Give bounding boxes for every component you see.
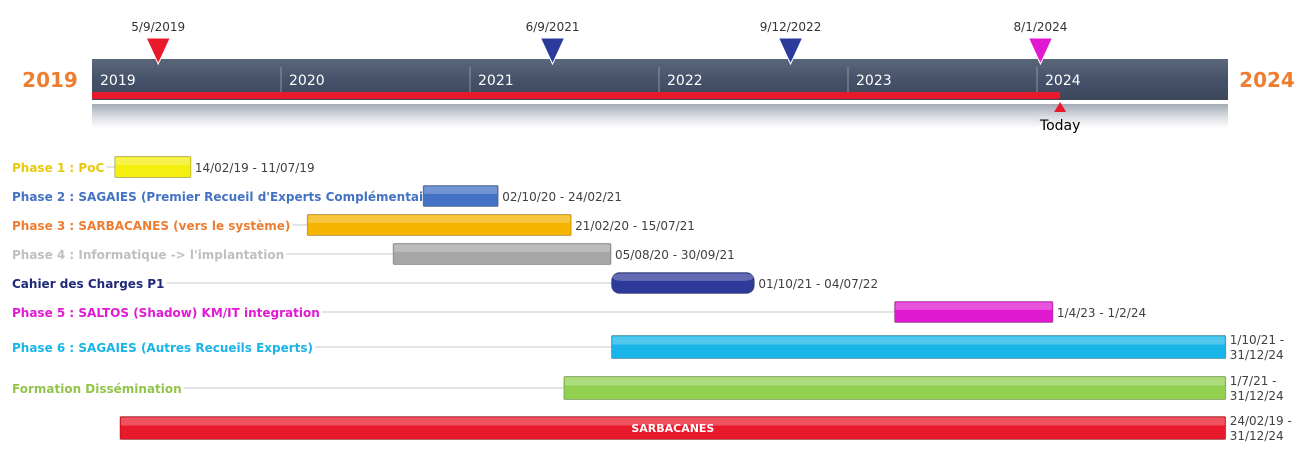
task-bar-highlight: [424, 186, 498, 194]
task-date-label: 05/08/20 - 30/09/21: [615, 248, 735, 262]
progress-bar: [92, 92, 1061, 99]
task-date-label: 21/02/20 - 15/07/21: [575, 219, 695, 233]
task-label: Phase 4 : Informatique -> l'implantation: [12, 248, 284, 262]
task-bar-highlight: [564, 377, 1225, 386]
task-bar: [114, 156, 192, 178]
task-bar-highlight: [612, 273, 754, 281]
milestone-label: 5/9/2019: [131, 20, 185, 34]
year-tick-label: 2023: [856, 73, 892, 89]
today-label: Today: [1039, 118, 1081, 134]
timeline-reflection: [92, 104, 1228, 128]
task-inner-label: SARBACANES: [631, 422, 714, 435]
task-date-label: 1/10/21 -: [1230, 333, 1284, 347]
start-year-label: 2019: [22, 68, 78, 92]
task-date-label: 14/02/19 - 11/07/19: [195, 161, 315, 175]
task-date-label: 02/10/20 - 24/02/21: [502, 190, 622, 204]
task-label: Phase 6 : SAGAIES (Autres Recueils Exper…: [12, 341, 313, 355]
task-bar: [611, 272, 755, 294]
task-bar: [563, 376, 1227, 400]
task-bar-highlight: [612, 336, 1225, 345]
milestone-label: 6/9/2021: [526, 20, 580, 34]
task-date-label: 24/02/19 -: [1230, 414, 1292, 428]
task-bar-highlight: [308, 215, 571, 223]
year-tick-label: 2024: [1045, 73, 1081, 89]
task-bar-highlight: [394, 244, 611, 252]
task-bar: [306, 214, 572, 236]
task-bar: [392, 243, 612, 265]
milestone-label: 8/1/2024: [1014, 20, 1068, 34]
milestone-marker: [1027, 37, 1054, 66]
task-bar: [422, 185, 499, 207]
task-bar-highlight: [895, 302, 1052, 310]
year-tick-label: 2019: [100, 73, 136, 89]
task-bar-highlight: [115, 157, 190, 165]
task-label: Phase 2 : SAGAIES (Premier Recueil d'Exp…: [12, 190, 443, 204]
task-bar-highlight: [120, 417, 1225, 426]
task-bar: [611, 335, 1227, 359]
task-label: Phase 5 : SALTOS (Shadow) KM/IT integrat…: [12, 306, 320, 320]
milestone-label: 9/12/2022: [760, 20, 822, 34]
task-label: Cahier des Charges P1: [12, 277, 164, 291]
end-year-label: 2024: [1239, 68, 1295, 92]
milestone-marker: [539, 37, 566, 66]
task-date-label: 1/7/21 -: [1230, 374, 1277, 388]
task-label: Phase 3 : SARBACANES (vers le système): [12, 219, 290, 233]
task-date-label: 01/10/21 - 04/07/22: [758, 277, 878, 291]
task-label: Formation Dissémination: [12, 382, 182, 396]
year-tick-label: 2020: [289, 73, 325, 89]
task-date-label: 31/12/24: [1230, 389, 1284, 403]
year-tick-label: 2022: [667, 73, 703, 89]
task-label: Phase 1 : PoC: [12, 161, 104, 175]
task-bar: [894, 301, 1054, 323]
today-marker: [1054, 102, 1067, 112]
task-bar: [119, 416, 1227, 440]
milestone-marker: [145, 37, 172, 66]
year-tick-label: 2021: [478, 73, 514, 89]
task-date-label: 31/12/24: [1230, 429, 1284, 443]
milestone-marker: [777, 37, 804, 66]
task-date-label: 31/12/24: [1230, 348, 1284, 362]
task-date-label: 1/4/23 - 1/2/24: [1057, 306, 1146, 320]
